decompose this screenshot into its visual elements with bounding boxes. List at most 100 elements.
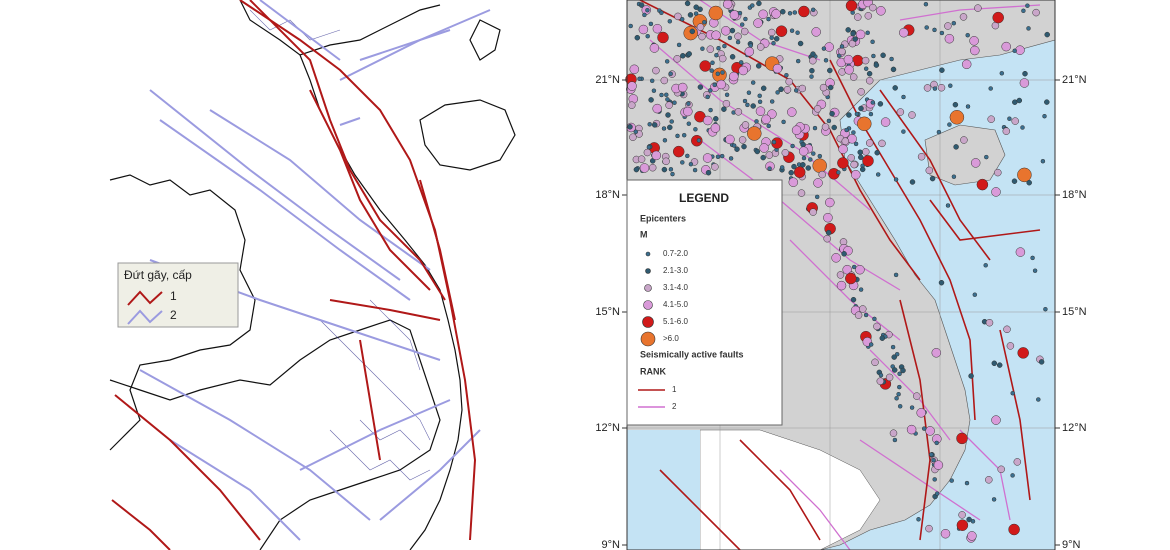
epicenter (739, 22, 745, 27)
epicenter (686, 121, 692, 126)
epicenter (702, 153, 713, 163)
epicenter (868, 342, 874, 347)
epicenter (1001, 41, 1011, 52)
epicenter (759, 143, 769, 153)
epicenter (743, 16, 748, 22)
epicenter (929, 452, 934, 457)
epicenter (825, 229, 832, 236)
epicenter (934, 440, 939, 446)
epicenter (844, 65, 854, 75)
epicenter (968, 373, 974, 379)
epicenter (847, 154, 855, 162)
epicenter (722, 0, 733, 9)
epicenter (775, 25, 788, 37)
epicenter (809, 67, 815, 74)
epicenter (668, 71, 673, 77)
epicenter (801, 155, 807, 161)
epicenter (639, 163, 650, 173)
epicenter (939, 30, 945, 36)
epicenter (693, 11, 699, 16)
epicenter (1017, 347, 1029, 359)
epicenter (948, 83, 953, 88)
epicenter (929, 175, 936, 182)
magnitude-symbol (645, 268, 651, 274)
epicenter (712, 82, 717, 88)
epicenter (991, 187, 1001, 197)
legend-swatch-1 (127, 290, 163, 306)
epicenter (984, 154, 989, 160)
epicenter (741, 121, 750, 129)
epicenter (741, 143, 747, 150)
epicenter (859, 305, 867, 313)
epicenter (1043, 306, 1048, 312)
epicenter (874, 149, 880, 156)
magnitude-item: 2.1-3.0 (663, 266, 688, 275)
epicenter (652, 103, 662, 114)
lat-label-right: 9°N (1062, 539, 1081, 550)
epicenter (873, 322, 881, 331)
epicenter (924, 25, 929, 30)
magnitude-item: 5.1-6.0 (663, 317, 688, 326)
epicenter (790, 143, 795, 149)
epicenter (923, 84, 932, 92)
epicenter (949, 478, 954, 483)
epicenter (755, 106, 766, 116)
epicenter (693, 4, 699, 10)
epicenter (709, 68, 714, 73)
epicenter (725, 134, 735, 145)
epicenter (747, 126, 762, 141)
epicenter (841, 137, 850, 145)
epicenter (724, 92, 730, 98)
epicenter (1020, 125, 1025, 130)
legend-label: M (640, 229, 648, 239)
epicenter (769, 99, 775, 104)
epicenter (900, 367, 906, 374)
epicenter (716, 79, 726, 90)
epicenter (780, 8, 786, 15)
epicenter (645, 33, 650, 39)
epicenter (1036, 397, 1041, 402)
epicenter (891, 367, 898, 373)
epicenter (1012, 99, 1018, 105)
epicenter (937, 83, 946, 92)
epicenter (628, 23, 633, 29)
epicenter (649, 43, 660, 53)
epicenter (665, 97, 670, 102)
epicenter (705, 169, 712, 176)
epicenter (817, 153, 823, 159)
epicenter (850, 296, 857, 303)
legend-subtitle: Epicenters (640, 213, 686, 223)
epicenter (647, 122, 652, 127)
epicenter (952, 101, 959, 108)
epicenter (676, 42, 682, 48)
faults-rank-2 (139, 0, 491, 541)
right-legend: LEGEND Epicenters M 0.7-2.0 2.1-3.0 3.1-4.… (626, 179, 783, 426)
epicenter (1022, 70, 1028, 77)
epicenter (851, 169, 861, 180)
epicenter (715, 71, 721, 77)
epicenter (791, 163, 797, 170)
epicenter (788, 177, 799, 187)
epicenter (809, 74, 814, 79)
epicenter (745, 102, 750, 108)
epicenter (1011, 117, 1019, 125)
epicenter (664, 59, 670, 64)
epicenter (805, 165, 812, 171)
epicenter (672, 100, 677, 105)
epicenter (890, 66, 897, 73)
epicenter (836, 280, 847, 291)
epicenter (836, 170, 841, 175)
epicenter (659, 92, 664, 98)
epicenter (761, 114, 771, 125)
epicenter (722, 43, 727, 49)
epicenter (901, 94, 906, 100)
magnitude-item: >6.0 (663, 334, 679, 343)
epicenter (699, 60, 711, 72)
epicenter (648, 163, 657, 172)
epicenter (715, 154, 721, 160)
left-legend: Đứt gãy, cấp 1 2 (117, 262, 239, 328)
epicenter (721, 26, 731, 36)
epicenter (967, 531, 977, 541)
epicenter (675, 133, 680, 139)
